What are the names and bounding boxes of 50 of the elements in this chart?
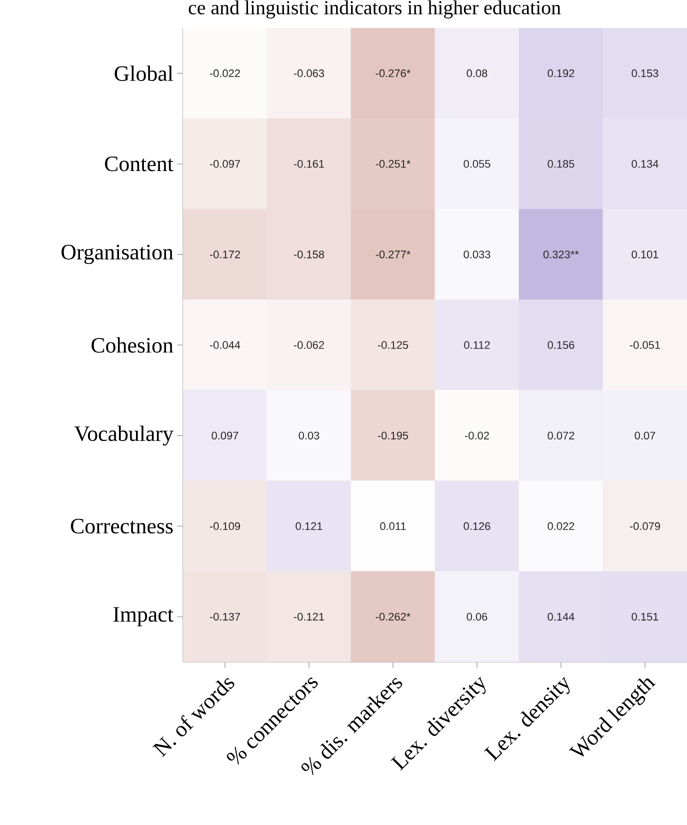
data-label: 0.022 [548, 522, 574, 530]
data-label: 0.126 [464, 522, 490, 530]
data-label: -0.044 [210, 341, 240, 349]
data-label: 0.101 [632, 250, 658, 258]
data-label: 0.08 [466, 69, 488, 78]
data-label: 0.192 [548, 69, 574, 78]
data-label: -0.277* [376, 250, 410, 258]
data-label: -0.121 [294, 612, 324, 621]
data-label: -0.195 [378, 432, 408, 440]
data-label: 0.134 [632, 160, 658, 168]
data-label: -0.251* [376, 160, 410, 168]
data-label: -0.161 [294, 160, 324, 168]
data-label: -0.063 [294, 69, 324, 78]
data-label: 0.072 [548, 432, 574, 440]
data-label: -0.276* [376, 69, 410, 78]
y-tick-label: Impact [113, 607, 174, 626]
data-label: -0.022 [210, 69, 240, 78]
data-label: 0.323** [543, 250, 579, 258]
data-label: 0.033 [464, 250, 490, 258]
data-label: 0.097 [212, 432, 238, 440]
chart-title: ce and linguistic indicators in higher education [188, 0, 561, 19]
data-label: -0.172 [210, 250, 240, 258]
data-label: -0.097 [210, 160, 240, 168]
data-label: 0.112 [464, 341, 490, 349]
data-label: 0.121 [296, 522, 322, 530]
data-label: -0.137 [210, 612, 240, 621]
data-label: 0.144 [548, 612, 574, 621]
y-tick-label: Vocabulary [74, 426, 174, 446]
data-label: 0.055 [464, 160, 490, 168]
data-label: -0.109 [210, 522, 240, 530]
data-label: -0.079 [630, 522, 660, 530]
data-label: 0.156 [548, 341, 574, 349]
data-label: 0.06 [466, 612, 488, 621]
data-label: -0.02 [464, 432, 489, 440]
data-label: 0.185 [548, 160, 574, 168]
y-tick-label: Global [114, 66, 174, 82]
data-label: 0.153 [632, 69, 658, 78]
data-label: -0.125 [378, 341, 408, 349]
data-label: 0.03 [298, 432, 320, 440]
data-label: -0.051 [630, 341, 660, 349]
y-tick-label: Correctness [70, 518, 173, 534]
data-label: -0.158 [294, 250, 324, 258]
data-label: -0.262* [376, 612, 410, 621]
data-label: -0.062 [294, 341, 324, 349]
data-label: 0.151 [632, 612, 658, 621]
data-label: 0.07 [634, 432, 656, 440]
y-tick-label: Cohesion [92, 337, 174, 353]
y-tick-label: Organisation [62, 244, 174, 264]
data-label: 0.011 [380, 522, 406, 530]
y-tick-label: Content [104, 156, 174, 172]
